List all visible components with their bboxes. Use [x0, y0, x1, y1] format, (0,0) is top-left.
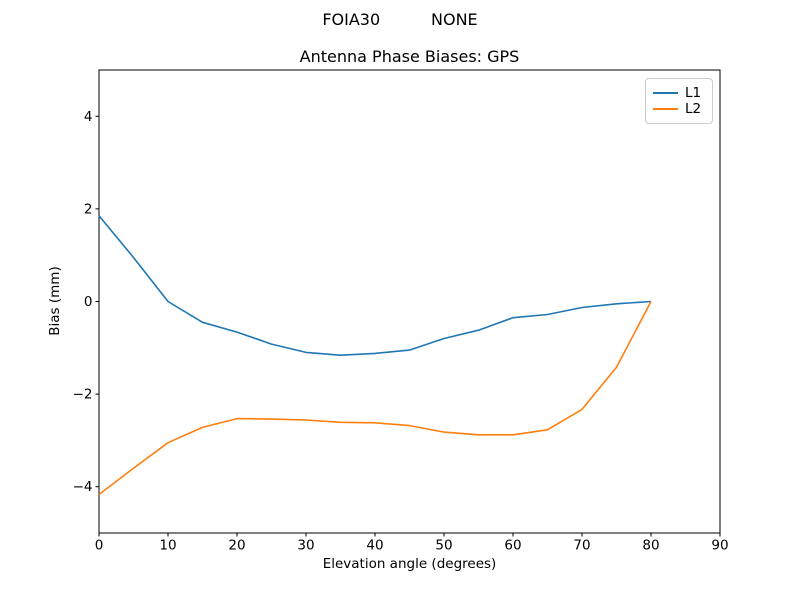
y-tick-label: 4	[84, 109, 93, 125]
axes-frame	[98, 69, 721, 534]
l1-line-swatch	[653, 92, 678, 94]
y-axis-label: Bias (mm)	[47, 266, 63, 336]
x-tick-label: 30	[297, 538, 314, 554]
x-tick-label: 20	[228, 538, 245, 554]
x-tick-label: 60	[504, 538, 521, 554]
legend-item-l2: L2	[653, 101, 705, 117]
chart-title: Antenna Phase Biases: GPS	[299, 47, 520, 66]
x-tick-label: 40	[366, 538, 383, 554]
series-line-l2	[98, 301, 652, 496]
y-tick-label: −2	[73, 387, 93, 403]
y-tick-label: 2	[84, 201, 93, 217]
y-tick-label: 0	[84, 294, 93, 310]
series-line-l1	[98, 215, 652, 357]
x-tick-label: 70	[573, 538, 590, 554]
l2-line-swatch	[653, 108, 678, 110]
legend-label-l2: L2	[685, 101, 702, 117]
x-tick-label: 80	[642, 538, 659, 554]
x-tick-label: 50	[435, 538, 452, 554]
x-tick-label: 90	[711, 538, 728, 554]
figure-suptitle: FOIA30 NONE	[322, 10, 478, 29]
x-tick-label: 0	[95, 538, 104, 554]
legend: L1 L2	[645, 78, 713, 124]
legend-item-l1: L1	[653, 85, 705, 101]
y-tick-label: −4	[73, 479, 93, 495]
x-axis-label: Elevation angle (degrees)	[322, 556, 497, 572]
legend-label-l1: L1	[685, 85, 702, 101]
x-tick-label: 10	[159, 538, 176, 554]
